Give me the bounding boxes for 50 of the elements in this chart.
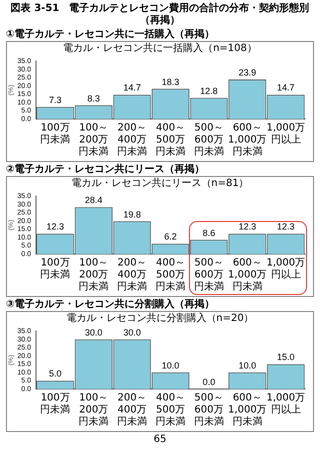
- x-tick-label: 100万円未満: [40, 258, 70, 281]
- x-tick-label: 1,000万円以上: [266, 392, 306, 416]
- data-label: 10.0: [238, 360, 256, 370]
- x-tick-label: 200～400万円未満: [117, 258, 148, 293]
- data-label: 12.8: [200, 86, 218, 96]
- data-label: 30.0: [123, 327, 141, 338]
- data-label: 12.3: [277, 222, 295, 232]
- x-tick-label: 1,000万円以上: [266, 258, 306, 281]
- data-label: 30.0: [84, 327, 102, 338]
- x-tick-label: 100～200万円未満: [78, 258, 109, 293]
- chart-subtitle: 電カル・レセコン共に一括購入（n=108）: [62, 43, 258, 55]
- chart-title: ②電子カルテ・レセコン共にリース（再掲）: [6, 164, 206, 176]
- x-tick-label: 600～1,000万円未満: [228, 122, 267, 158]
- chart-title: ①電子カルテ・レセコン共に一括購入（再掲）: [6, 29, 216, 41]
- data-label: 0.0: [202, 376, 216, 387]
- chart-subtitle: 電カル・レセコン共に分割購入（n=20）: [65, 313, 255, 325]
- chart-subtitle: 電カル・レセコン共にリース（n=81）: [70, 178, 250, 190]
- x-tick-label: 100～200万円未満: [78, 392, 109, 428]
- data-label: 14.7: [123, 82, 141, 93]
- x-tick-label: 100万円未満: [40, 122, 70, 146]
- data-label: 7.3: [48, 94, 62, 105]
- data-label: 15.0: [277, 352, 295, 362]
- x-tick-label: 600～1,000万円未満: [228, 258, 267, 293]
- data-label: 19.8: [123, 209, 141, 220]
- x-tick-label: 600～1,000万円未満: [228, 392, 267, 428]
- x-tick-label: 500～600万円未満: [194, 258, 224, 293]
- data-label: 8.3: [87, 93, 100, 104]
- x-tick-label: 100～200万円未満: [78, 122, 109, 158]
- x-tick-label: 100万円未満: [40, 392, 70, 416]
- data-label: 5.0: [48, 368, 62, 379]
- data-label: 12.3: [238, 222, 256, 232]
- data-label: 10.0: [162, 360, 180, 370]
- x-tick-label: 200～400万円未満: [117, 122, 148, 158]
- data-label: 18.3: [162, 76, 180, 87]
- data-label: 8.6: [202, 228, 216, 238]
- text: 図表 3-51 電子カルテとレセコン費用の合計の分布・契約形態別（再掲）: [10, 3, 310, 27]
- text: 65: [152, 434, 168, 446]
- x-tick-label: 200～400万円未満: [117, 392, 148, 428]
- x-tick-label: 1,000万円以上: [266, 122, 306, 146]
- data-label: 12.3: [46, 222, 64, 232]
- x-tick-label: 500～600万円未満: [194, 392, 224, 428]
- data-label: 28.4: [84, 195, 102, 206]
- x-tick-label: 400～500万円未満: [156, 258, 186, 293]
- data-label: 6.2: [164, 232, 177, 242]
- data-label: 14.7: [277, 82, 295, 93]
- x-tick-label: 500～600万円未満: [194, 122, 224, 158]
- chart-title: ③電子カルテ・レセコン共に分割購入（再掲）: [6, 299, 216, 311]
- x-tick-label: 400～500万円未満: [156, 392, 186, 428]
- x-tick-label: 400～500万円未満: [156, 122, 186, 158]
- data-label: 23.9: [238, 68, 256, 78]
